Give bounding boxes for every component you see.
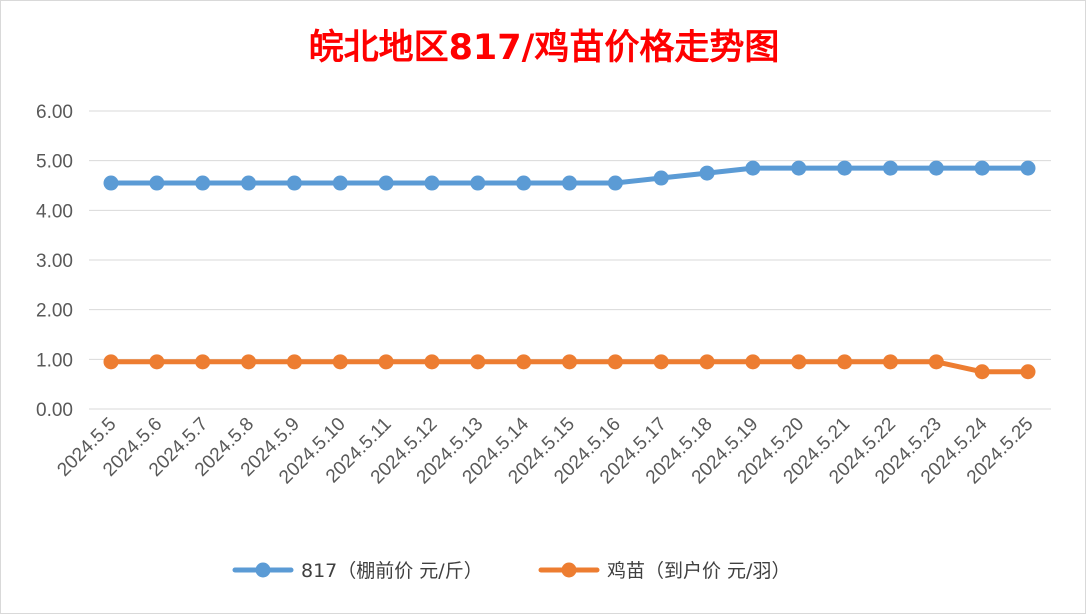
data-point — [103, 175, 119, 191]
chart-title: 皖北地区817/鸡苗价格走势图 — [309, 28, 780, 68]
y-tick-label: 4.00 — [36, 201, 73, 222]
data-point — [378, 354, 394, 370]
y-axis-ticks: 0.00 1.00 2.00 3.00 4.00 5.00 6.00 — [36, 102, 73, 421]
data-point — [286, 175, 302, 191]
data-point — [974, 364, 990, 380]
data-point — [882, 160, 898, 176]
data-point — [286, 354, 302, 370]
data-point — [195, 175, 211, 191]
data-point — [516, 354, 532, 370]
data-point — [791, 160, 807, 176]
y-tick-label: 3.00 — [36, 251, 73, 272]
data-point — [791, 354, 807, 370]
data-point — [882, 354, 898, 370]
data-point — [470, 354, 486, 370]
data-point — [149, 354, 165, 370]
data-point — [1020, 160, 1036, 176]
legend-marker — [561, 562, 577, 578]
legend-marker — [255, 562, 271, 578]
legend-item: 鸡苗（到户价 元/羽） — [538, 560, 790, 582]
legend-item: 817（棚前价 元/斤） — [232, 560, 483, 582]
data-point — [928, 354, 944, 370]
data-point — [562, 175, 577, 191]
data-point — [241, 175, 257, 191]
data-point — [928, 160, 944, 176]
data-point — [699, 354, 715, 370]
data-point — [516, 175, 532, 191]
series-1 — [103, 160, 1036, 191]
data-point — [241, 354, 257, 370]
legend: 817（棚前价 元/斤） 鸡苗（到户价 元/羽） — [232, 560, 790, 582]
y-tick-label: 6.00 — [36, 102, 73, 123]
data-point — [607, 354, 623, 370]
data-point — [470, 175, 486, 191]
data-point — [103, 354, 119, 370]
data-point — [424, 354, 440, 370]
y-tick-label: 5.00 — [36, 152, 73, 173]
data-point — [378, 175, 394, 191]
series-2 — [103, 354, 1036, 380]
data-point — [149, 175, 165, 191]
y-tick-label: 1.00 — [36, 350, 73, 371]
data-point — [837, 354, 853, 370]
data-point — [837, 160, 853, 176]
data-point — [974, 160, 990, 176]
data-point — [699, 165, 715, 181]
x-axis-ticks: 2024.5.52024.5.62024.5.72024.5.82024.5.9… — [53, 413, 1037, 488]
data-point — [195, 354, 211, 370]
data-point — [745, 160, 761, 176]
data-point — [745, 354, 761, 370]
data-point — [1020, 364, 1036, 380]
data-point — [653, 170, 669, 186]
data-point — [607, 175, 623, 191]
data-point — [562, 354, 577, 370]
data-point — [332, 175, 348, 191]
y-tick-label: 2.00 — [36, 301, 73, 322]
legend-label: 鸡苗（到户价 元/羽） — [607, 560, 790, 582]
data-point — [332, 354, 348, 370]
data-point — [424, 175, 440, 191]
legend-label: 817（棚前价 元/斤） — [301, 560, 483, 582]
data-point — [653, 354, 669, 370]
series-layer — [103, 160, 1036, 380]
y-tick-label: 0.00 — [36, 400, 73, 421]
